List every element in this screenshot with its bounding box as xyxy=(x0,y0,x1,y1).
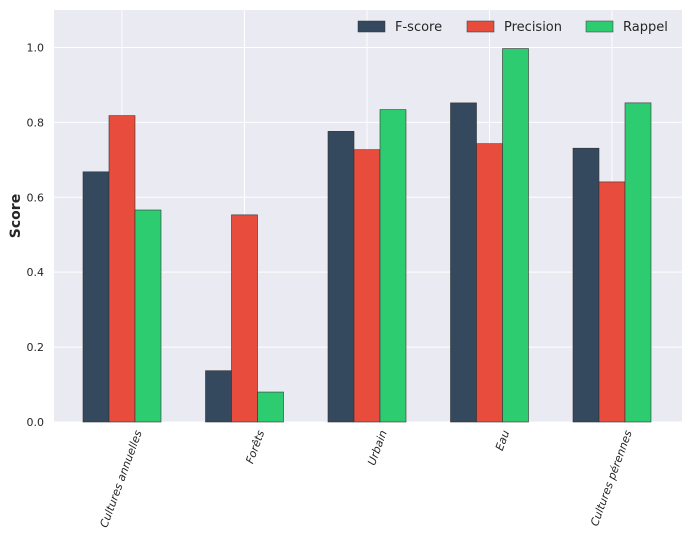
bar-rappel-4 xyxy=(624,102,652,423)
bar-precision-2 xyxy=(353,149,381,423)
legend-label: Precision xyxy=(504,20,562,35)
bar-f-score-3 xyxy=(450,102,477,423)
y-tick-label: 0.6 xyxy=(27,191,45,204)
y-tick-label: 1.0 xyxy=(27,41,45,54)
x-tick-label: Eau xyxy=(493,429,512,453)
bar-f-score-1 xyxy=(205,370,232,423)
bar-f-score-4 xyxy=(572,147,600,423)
bar-precision-4 xyxy=(598,181,626,423)
x-tick-label: Forêts xyxy=(243,428,267,465)
y-tick-label: 0.8 xyxy=(27,116,45,129)
bar-rappel-3 xyxy=(502,48,529,423)
legend-label: F-score xyxy=(395,20,442,35)
y-tick-label: 0.4 xyxy=(27,266,45,279)
legend-swatch xyxy=(585,20,614,33)
bar-precision-3 xyxy=(476,143,503,423)
legend: F-score Precision Rappel xyxy=(357,20,668,35)
bar-rappel-0 xyxy=(134,209,162,423)
legend-label: Rappel xyxy=(623,20,668,35)
bar-rappel-1 xyxy=(257,391,284,423)
bar-f-score-0 xyxy=(82,171,110,423)
x-tick-label: Cultures annuelles xyxy=(98,428,145,529)
bar-rappel-2 xyxy=(379,109,407,423)
legend-swatch xyxy=(466,20,495,33)
bars xyxy=(82,48,652,423)
x-tick-label: Urbain xyxy=(365,429,390,468)
y-tick-label: 0.0 xyxy=(27,416,45,429)
y-axis-ticks: 0.0 0.2 0.4 0.6 0.8 1.0 xyxy=(27,41,45,429)
x-tick-label: Cultures pérennes xyxy=(588,428,635,528)
bar-precision-0 xyxy=(108,115,136,423)
y-axis-label: Score xyxy=(8,194,24,238)
y-tick-label: 0.2 xyxy=(27,341,45,354)
bar-f-score-2 xyxy=(327,131,355,423)
bar-precision-1 xyxy=(231,214,258,423)
x-axis-ticks: Cultures annuelles Forêts Urbain Eau Culture… xyxy=(98,428,635,529)
legend-swatch xyxy=(357,20,386,33)
